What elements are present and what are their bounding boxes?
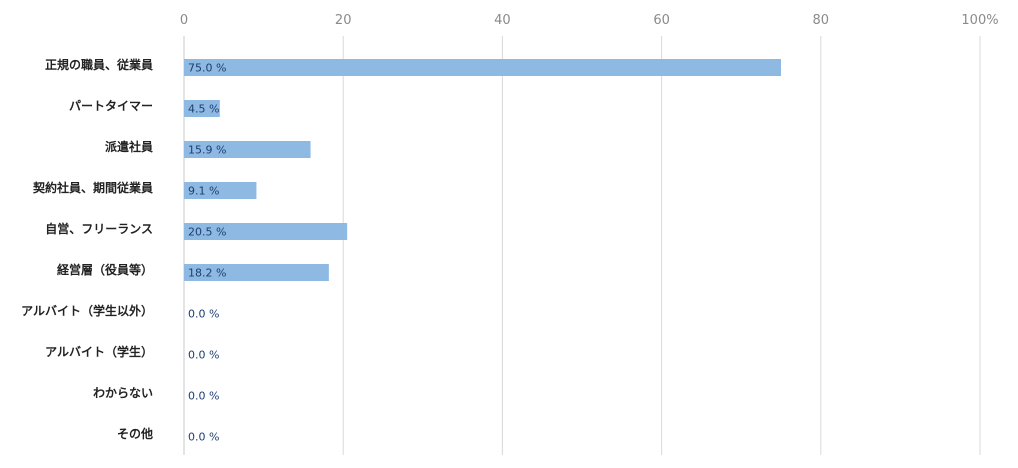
bar-3: [184, 182, 257, 199]
x-tick-label: 60: [653, 13, 670, 28]
x-tick-label: 20: [335, 13, 352, 28]
value-label: 9.1 %: [188, 185, 219, 198]
bar-2: [184, 141, 311, 158]
bar-1: [184, 100, 220, 117]
value-label: 0.0 %: [188, 308, 219, 321]
category-label: パートタイマー: [69, 99, 153, 113]
category-label: 契約社員、期間従業員: [32, 180, 153, 195]
x-tick-label: 0: [180, 13, 188, 28]
category-label: その他: [117, 426, 153, 441]
bar-0: [184, 59, 781, 76]
x-tick-label: 40: [494, 13, 511, 28]
value-label: 0.0 %: [188, 390, 219, 403]
category-label: 自営、フリーランス: [45, 221, 153, 236]
x-tick-label: 80: [813, 13, 830, 28]
category-label: わからない: [93, 386, 153, 400]
bar-4: [184, 223, 348, 240]
value-label: 20.5 %: [188, 226, 226, 239]
x-tick-label: 100%: [961, 13, 998, 28]
category-label: アルバイト（学生以外）: [21, 303, 153, 318]
value-label: 75.0 %: [188, 62, 226, 75]
category-label: 正規の職員、従業員: [45, 57, 153, 72]
category-label: 派遣社員: [105, 139, 153, 154]
category-label: アルバイト（学生）: [45, 344, 153, 359]
category-label: 経営層（役員等）: [57, 262, 153, 277]
value-label: 4.5 %: [188, 103, 219, 116]
value-label: 15.9 %: [188, 144, 226, 157]
value-label: 0.0 %: [188, 349, 219, 362]
value-label: 18.2 %: [188, 267, 226, 280]
bar-5: [184, 264, 329, 281]
value-label: 0.0 %: [188, 431, 219, 444]
